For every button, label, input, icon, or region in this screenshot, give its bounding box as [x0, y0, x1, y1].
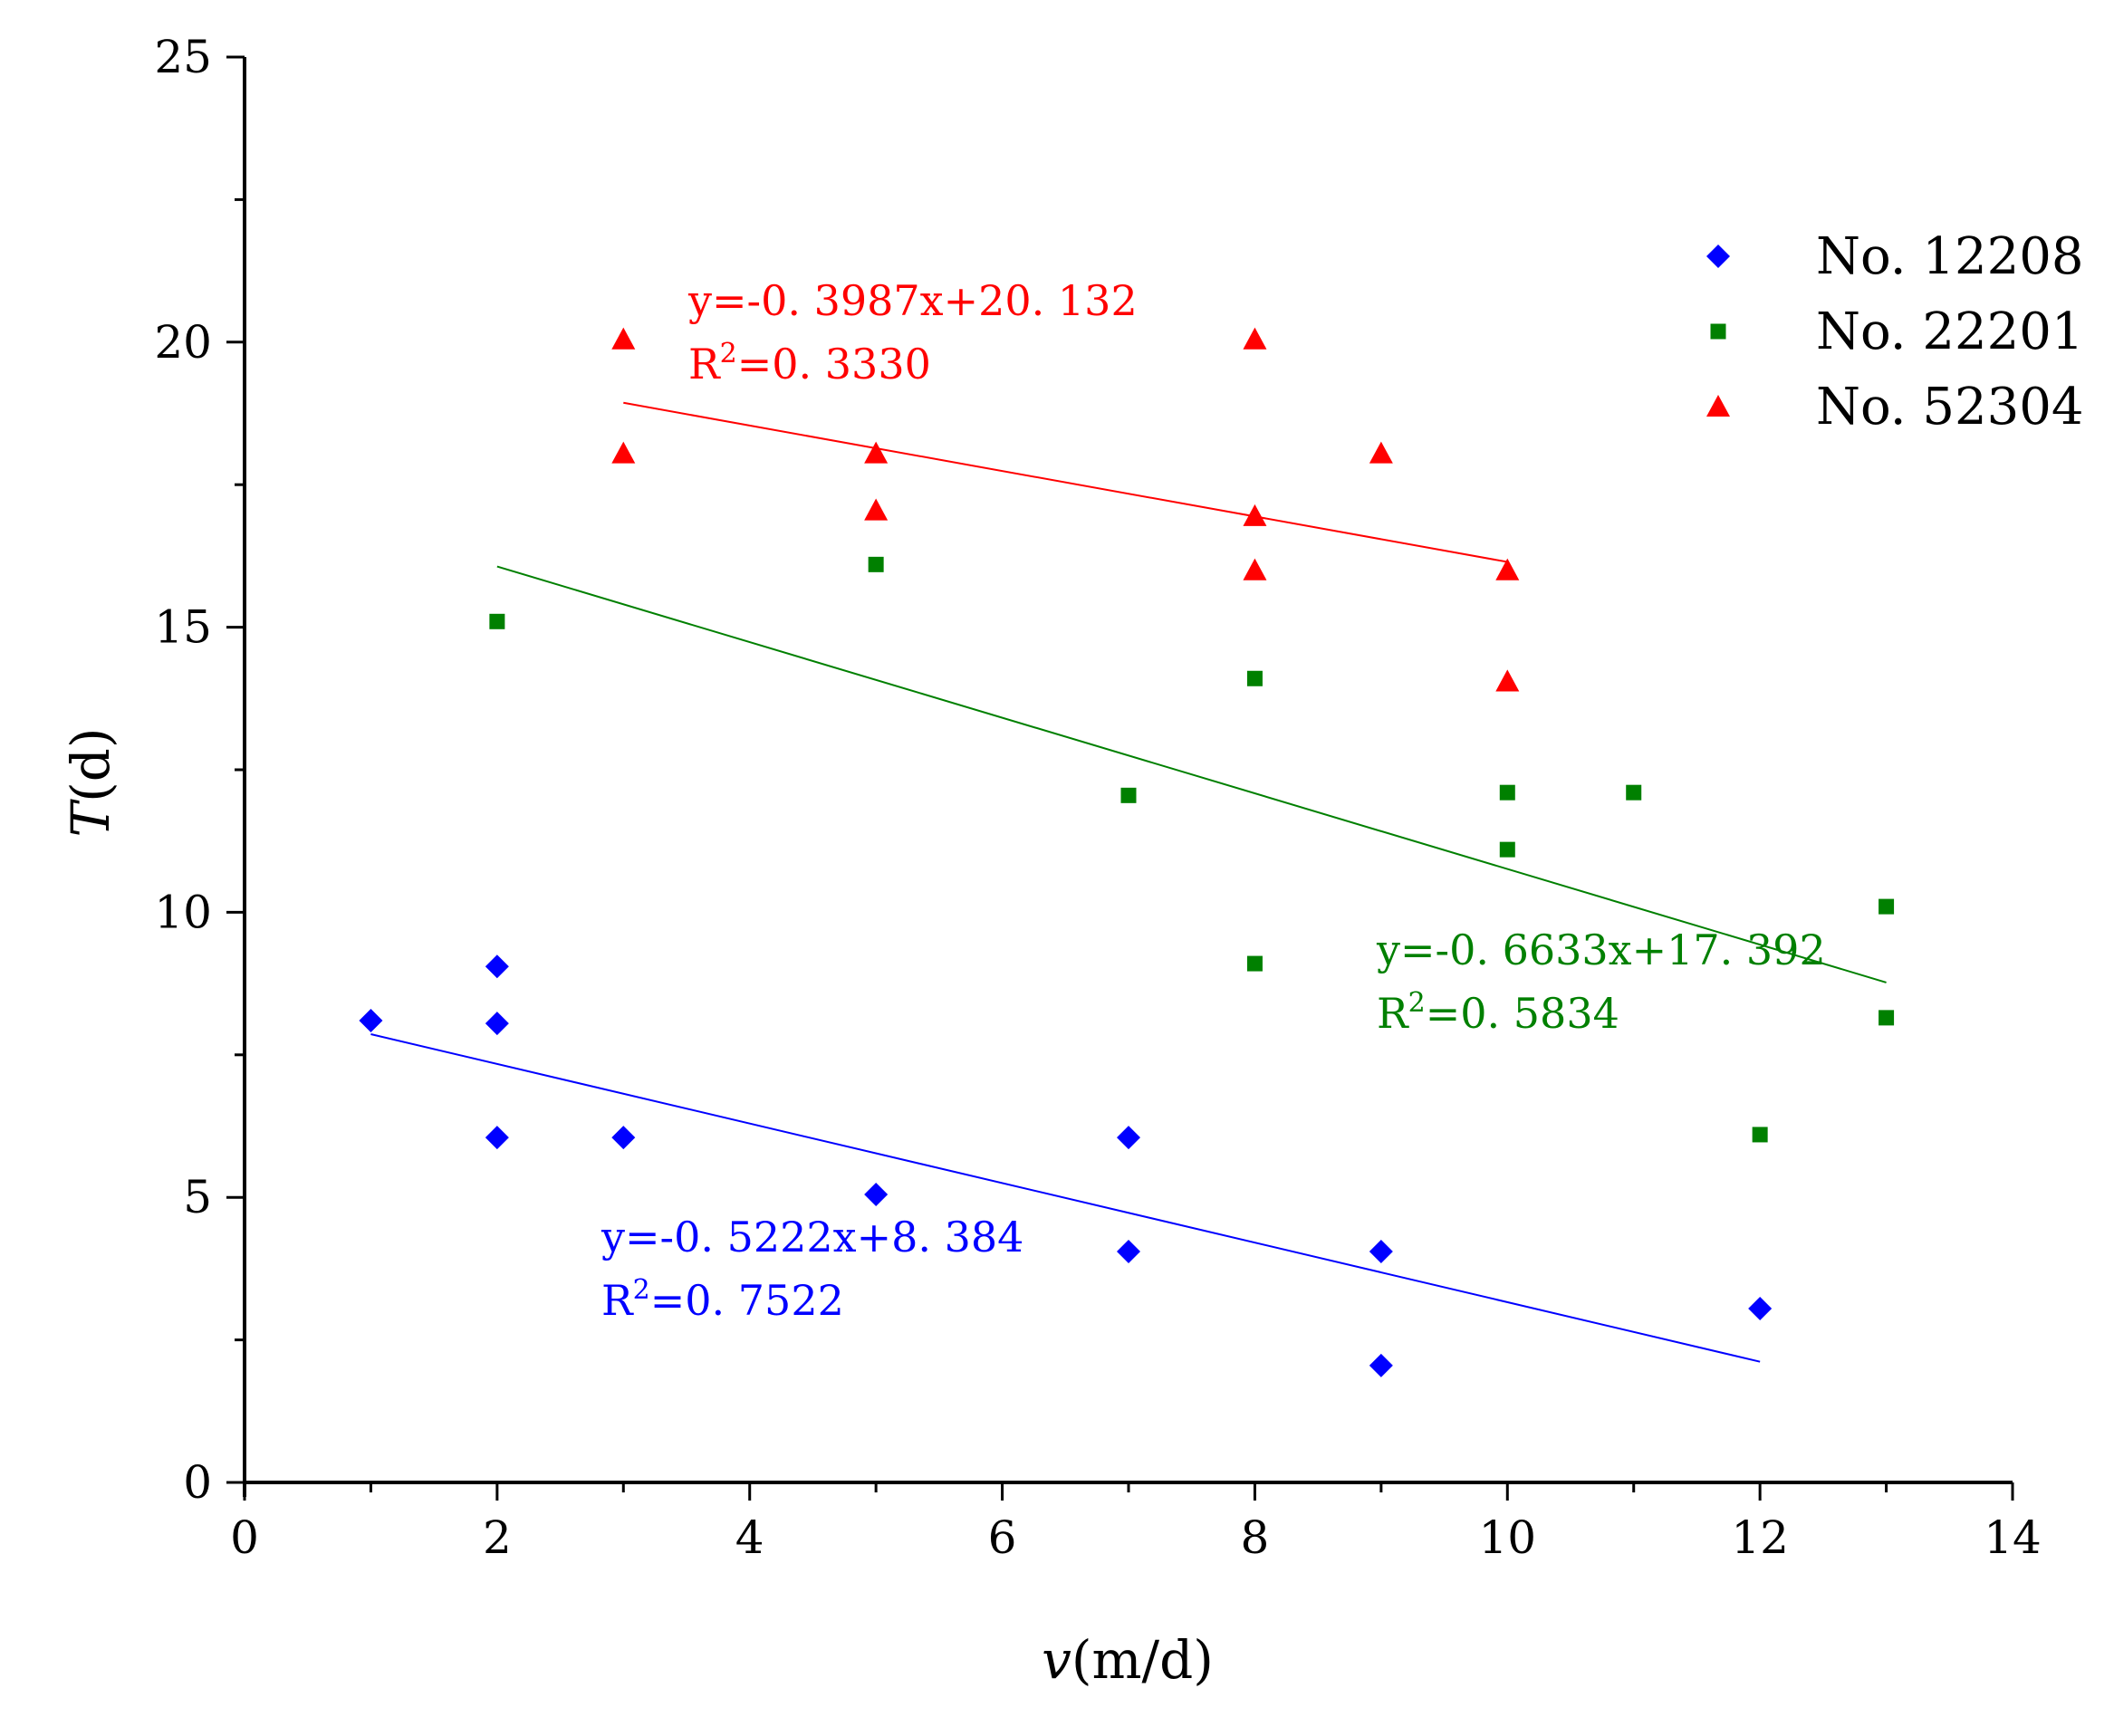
y-tick-label: 10	[154, 886, 212, 938]
data-point	[1243, 558, 1267, 580]
data-point	[611, 327, 636, 350]
x-tick-label: 4	[735, 1511, 764, 1564]
legend-label: No. 52304	[1816, 378, 2083, 436]
data-point	[485, 954, 509, 979]
data-point	[864, 498, 889, 521]
data-point	[864, 1183, 889, 1207]
trend-line	[496, 565, 1887, 983]
data-point	[1243, 327, 1267, 350]
data-point	[1879, 898, 1895, 915]
data-point	[489, 613, 505, 629]
y-tick-label: 5	[183, 1171, 212, 1223]
data-point	[485, 1012, 509, 1036]
data-point	[1499, 784, 1515, 801]
y-tick-label: 15	[154, 601, 212, 654]
legend-marker	[1710, 323, 1726, 340]
trend-lines	[370, 401, 1887, 1363]
data-point	[1495, 669, 1520, 692]
data-point	[1117, 1240, 1140, 1264]
x-tick-label: 8	[1241, 1511, 1270, 1564]
data-point	[868, 556, 884, 572]
data-point	[1243, 504, 1267, 526]
data-point	[485, 1126, 509, 1150]
fit-equation: y=-0. 6633x+17. 392	[1376, 926, 1826, 974]
legend-marker	[1706, 245, 1730, 268]
legend-label: No. 12208	[1816, 227, 2083, 286]
fit-equation: y=-0. 3987x+20. 132	[687, 276, 1138, 325]
axes: 0 2 4 6 8 10 12 14 0 5 10 15 20 25	[154, 31, 2041, 1564]
data-point	[1499, 841, 1515, 858]
data-point	[1752, 1127, 1768, 1143]
x-tick-label: 0	[230, 1511, 259, 1564]
fit-equation: y=-0. 5222x+8. 384	[601, 1213, 1023, 1261]
y-axis-unit: (d)	[60, 727, 121, 801]
y-axis-variable: T	[60, 799, 121, 838]
equation-annotations: y=-0. 5222x+8. 384 R2=0. 7522 y=-0. 6633x+…	[601, 276, 1826, 1325]
data-point	[1879, 1010, 1895, 1026]
data-point	[1117, 1126, 1140, 1150]
data-point	[1369, 1240, 1393, 1264]
data-points	[359, 327, 1895, 1377]
x-tick-label: 10	[1478, 1511, 1536, 1564]
data-point	[1120, 787, 1137, 803]
x-tick-label: 6	[988, 1511, 1017, 1564]
data-point	[359, 1009, 383, 1033]
r-squared-label: R2=0. 5834	[1377, 987, 1619, 1038]
x-tick-label: 2	[483, 1511, 512, 1564]
r-squared-label: R2=0. 3330	[688, 338, 931, 388]
legend: No. 12208 No. 22201 No. 52304	[1706, 227, 2083, 436]
x-axis-variable: v	[1042, 1629, 1071, 1691]
data-point	[611, 441, 636, 464]
x-axis-title: v(m/d)	[1042, 1629, 1214, 1691]
legend-label: No. 22201	[1816, 302, 2083, 361]
data-point	[1246, 670, 1263, 686]
y-tick-label: 20	[154, 316, 212, 369]
legend-marker	[1706, 395, 1730, 417]
data-point	[1246, 955, 1263, 972]
trend-line	[623, 401, 1508, 563]
data-point	[864, 441, 889, 464]
y-axis-title: T(d)	[60, 727, 121, 837]
data-point	[1369, 1353, 1393, 1377]
x-axis-unit: (m/d)	[1071, 1629, 1214, 1691]
y-tick-label: 25	[154, 31, 212, 83]
data-point	[1369, 441, 1393, 464]
data-point	[1626, 784, 1642, 801]
data-point	[611, 1126, 636, 1150]
data-point	[1495, 558, 1520, 580]
trend-line	[370, 1033, 1761, 1363]
x-tick-label: 12	[1731, 1511, 1789, 1564]
y-tick-label: 0	[183, 1456, 212, 1509]
data-point	[1748, 1296, 1773, 1320]
x-tick-label: 14	[1984, 1511, 2042, 1564]
r-squared-label: R2=0. 7522	[601, 1274, 844, 1325]
